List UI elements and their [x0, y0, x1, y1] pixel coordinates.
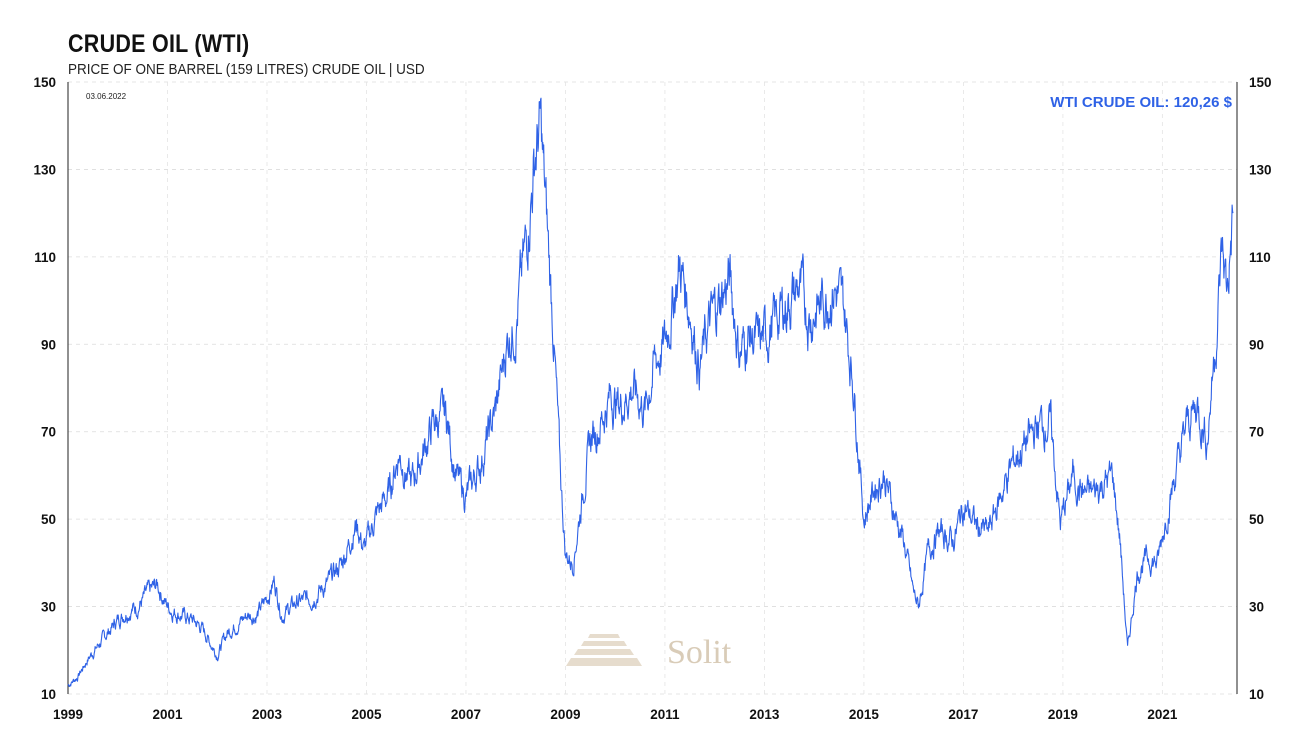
y-tick-label-left: 10	[41, 687, 56, 702]
axes	[67, 82, 1238, 694]
y-tick-label-left: 90	[41, 337, 56, 352]
y-tick-label-right: 90	[1249, 337, 1264, 352]
y-tick-label-right: 110	[1249, 250, 1271, 265]
solit-watermark: Solit	[566, 634, 732, 671]
x-tick-label: 2005	[351, 707, 382, 722]
y-tick-label-left: 130	[33, 162, 56, 177]
y-tick-label-right: 10	[1249, 687, 1264, 702]
x-tick-label: 1999	[53, 707, 83, 722]
x-tick-label: 2019	[1048, 707, 1078, 722]
x-tick-label: 2003	[252, 707, 283, 722]
watermark-text: Solit	[667, 634, 732, 671]
series-wti	[67, 97, 1234, 688]
y-tick-label-right: 130	[1249, 162, 1272, 177]
x-tick-label: 2011	[650, 707, 680, 722]
x-tick-label: 2017	[948, 707, 978, 722]
y-tick-label-right: 150	[1249, 75, 1272, 90]
y-tick-label-left: 50	[41, 512, 56, 527]
pyramid-logo-icon	[566, 634, 642, 666]
chart-title: CRUDE OIL (WTI)	[68, 30, 250, 58]
date-label: 03.06.2022	[86, 92, 127, 101]
x-tick-label: 2001	[152, 707, 183, 722]
y-tick-label-right: 70	[1249, 425, 1264, 440]
y-tick-label-right: 50	[1249, 512, 1264, 527]
y-axis-right: 10 30 50 70 90 110 130 150	[1249, 75, 1272, 702]
x-tick-label: 2007	[451, 707, 481, 722]
x-tick-label: 2015	[849, 707, 880, 722]
x-tick-label: 2009	[550, 707, 580, 722]
x-tick-label: 2013	[749, 707, 780, 722]
chart-subtitle: PRICE OF ONE BARREL (159 LITRES) CRUDE O…	[68, 61, 425, 78]
wti-price-line	[67, 97, 1234, 688]
y-axis-left: 10 30 50 70 90 110 130 150	[33, 75, 56, 702]
y-tick-label-left: 110	[34, 250, 56, 265]
price-readout: WTI CRUDE OIL: 120,26 $	[1050, 94, 1232, 111]
x-tick-label: 2021	[1147, 707, 1178, 722]
y-tick-label-left: 70	[41, 425, 56, 440]
y-tick-label-left: 150	[33, 75, 56, 90]
y-tick-label-right: 30	[1249, 600, 1264, 615]
x-axis: 1999 2001 2003 2005 2007 2009 2011 2013 2015 2017…	[53, 707, 1178, 722]
y-tick-label-left: 30	[41, 600, 56, 615]
